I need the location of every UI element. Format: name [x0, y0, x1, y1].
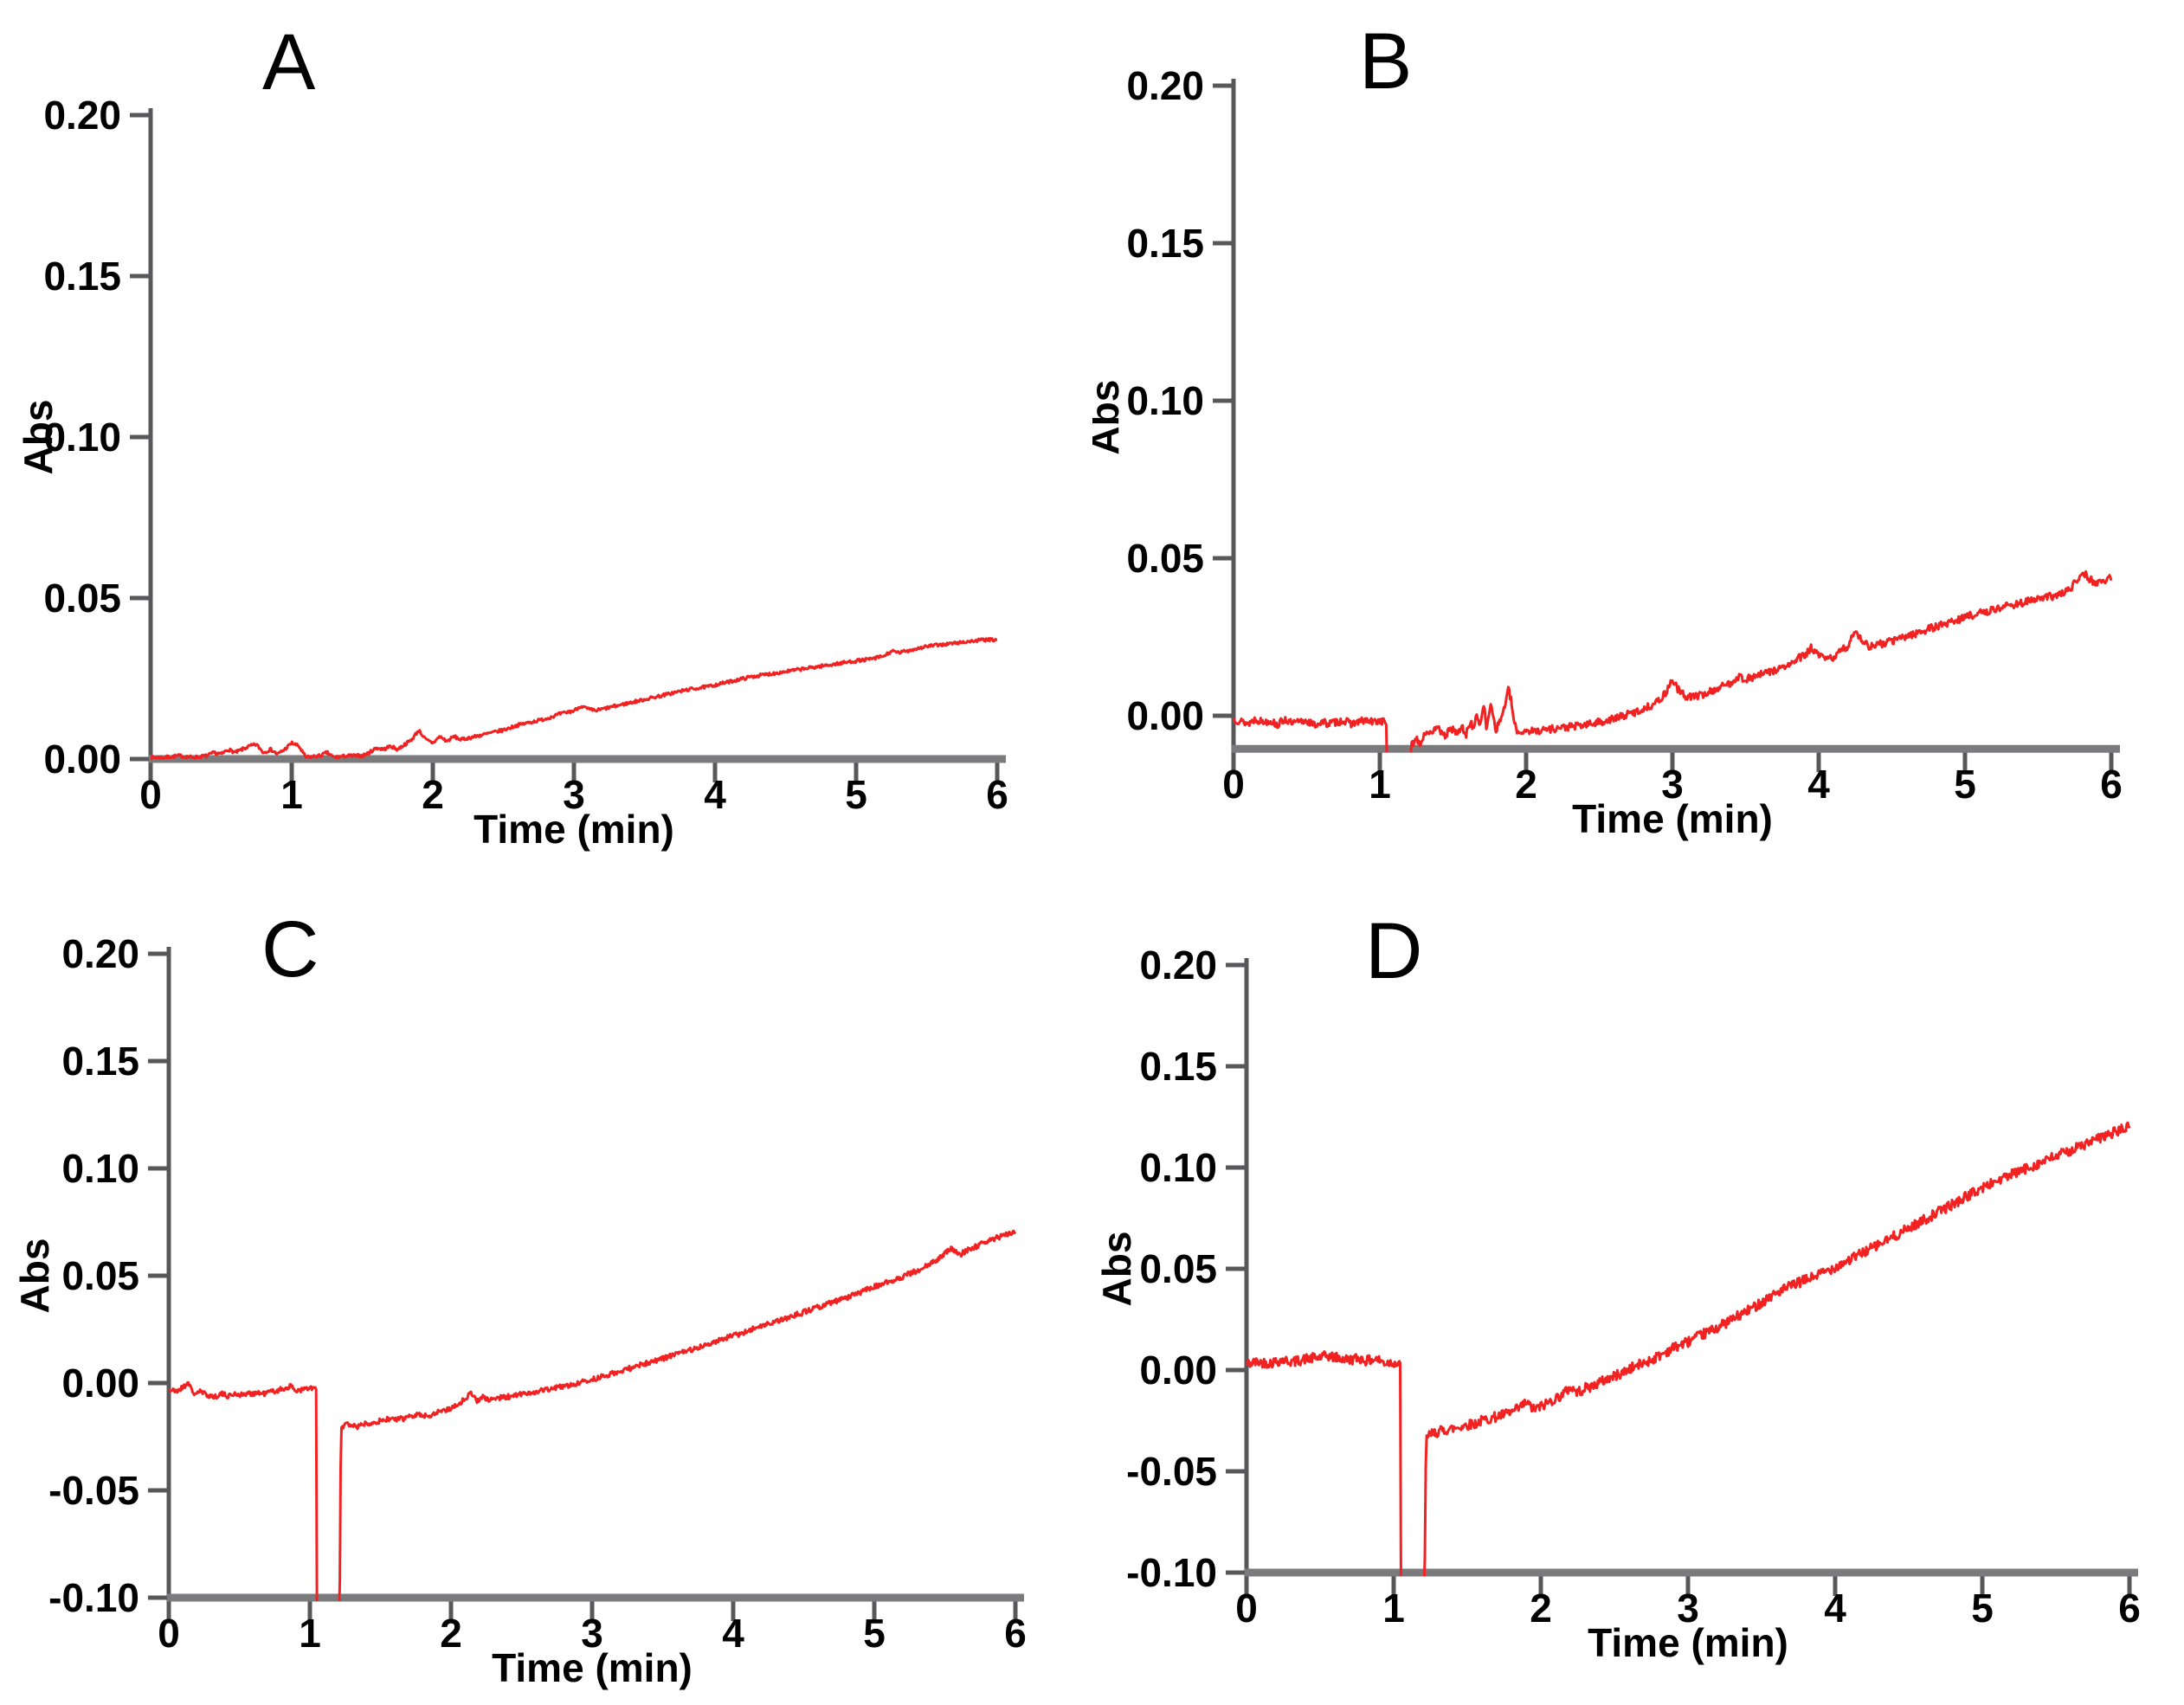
y-tick-label: 0.20 — [1139, 943, 1217, 988]
y-axis-label: Abs — [1092, 380, 1127, 455]
y-tick-label: -0.10 — [48, 1575, 139, 1620]
absorbance-trace — [1245, 1121, 2131, 1576]
panel-C: C -0.10 -0.05 0.00 0.05 0.10 0.15 0.20 0 1 2 3 4 5 6 Ti… — [0, 865, 1092, 1705]
x-axis-label: Time (min) — [492, 1645, 693, 1690]
y-tick-label: 0.05 — [1139, 1246, 1217, 1291]
panel-letter: A — [262, 18, 316, 106]
y-tick-label: 0.15 — [1139, 1044, 1217, 1089]
y-axis-label: Abs — [12, 1239, 57, 1314]
y-tick-label: 0.00 — [1126, 693, 1204, 738]
x-tick-label: 3 — [563, 772, 585, 817]
x-axis-label: Time (min) — [1572, 796, 1773, 841]
x-tick-label: 6 — [1004, 1611, 1027, 1656]
y-tick-label: 0.20 — [61, 931, 139, 976]
x-tick-label: 0 — [158, 1611, 180, 1656]
y-tick-label: 0.20 — [1126, 63, 1204, 108]
x-tick-label: 1 — [1369, 762, 1391, 807]
absorbance-trace — [168, 1229, 1017, 1601]
panel-C-chart: C -0.10 -0.05 0.00 0.05 0.10 0.15 0.20 0 1 2 3 4 5 6 Ti… — [12, 905, 1027, 1690]
x-tick-label: 4 — [1824, 1586, 1846, 1631]
y-axis-label: Abs — [1094, 1232, 1139, 1307]
y-tick-label: 0.20 — [43, 93, 121, 138]
panel-A-chart: A 0.00 0.05 0.10 0.15 0.20 0 1 2 3 4 5 6 Time (min) Ab… — [16, 18, 1008, 852]
y-tick-label: -0.10 — [1126, 1550, 1217, 1595]
x-tick-label: 6 — [986, 772, 1008, 817]
y-tick-label: 0.15 — [61, 1039, 139, 1084]
y-tick-label: 0.10 — [1126, 378, 1204, 423]
y-axis-label: Abs — [16, 400, 61, 475]
x-tick-label: 5 — [1971, 1586, 1994, 1631]
panel-B-chart: B 0.00 0.05 0.10 0.15 0.20 0 1 2 3 4 5 6 Time (min) Ab… — [1092, 17, 2123, 841]
y-tick-label: 0.05 — [43, 576, 121, 621]
panel-D: D -0.10 -0.05 0.00 0.05 0.10 0.15 0.20 0 1 2 3 4 5 6 Ti… — [1092, 865, 2184, 1705]
x-tick-label: 0 — [139, 772, 162, 817]
x-tick-label: 1 — [299, 1611, 321, 1656]
panel-letter: D — [1365, 907, 1422, 995]
x-tick-label: 4 — [722, 1611, 744, 1656]
y-tick-label: -0.05 — [1126, 1449, 1217, 1494]
absorbance-trace — [150, 637, 998, 761]
y-tick-label: 0.10 — [1139, 1145, 1217, 1190]
absorbance-trace — [1232, 569, 2113, 753]
x-tick-label: 2 — [1530, 1586, 1552, 1631]
y-tick-label: 0.00 — [43, 737, 121, 782]
y-tick-label: 0.00 — [1139, 1348, 1217, 1393]
x-tick-label: 3 — [1677, 1586, 1699, 1631]
y-tick-label: 0.10 — [43, 415, 121, 460]
panel-letter: C — [261, 905, 319, 994]
y-tick-label: 0.15 — [43, 254, 121, 299]
x-tick-label: 3 — [581, 1611, 603, 1656]
x-tick-label: 3 — [1661, 762, 1684, 807]
x-tick-label: 5 — [1954, 762, 1976, 807]
x-axis-label: Time (min) — [1588, 1620, 1788, 1665]
y-tick-label: 0.05 — [1126, 536, 1204, 581]
y-tick-label: 0.10 — [61, 1146, 139, 1191]
x-tick-label: 2 — [440, 1611, 462, 1656]
x-tick-label: 5 — [845, 772, 867, 817]
x-tick-label: 0 — [1222, 762, 1245, 807]
panel-letter: B — [1359, 17, 1412, 106]
x-tick-label: 5 — [863, 1611, 886, 1656]
x-tick-label: 2 — [422, 772, 444, 817]
y-tick-label: 0.15 — [1126, 221, 1204, 266]
y-tick-label: 0.00 — [61, 1361, 139, 1406]
panel-D-chart: D -0.10 -0.05 0.00 0.05 0.10 0.15 0.20 0 1 2 3 4 5 6 Ti… — [1094, 907, 2141, 1665]
x-tick-label: 6 — [2100, 762, 2123, 807]
y-tick-label: -0.05 — [48, 1468, 139, 1513]
x-tick-label: 4 — [704, 772, 726, 817]
x-tick-label: 6 — [2118, 1586, 2141, 1631]
y-tick-label: 0.05 — [61, 1253, 139, 1298]
panel-B: B 0.00 0.05 0.10 0.15 0.20 0 1 2 3 4 5 6 Time (min) Ab… — [1092, 0, 2184, 865]
x-tick-label: 2 — [1515, 762, 1537, 807]
x-tick-label: 1 — [1382, 1586, 1405, 1631]
x-tick-label: 1 — [280, 772, 303, 817]
x-tick-label: 0 — [1235, 1586, 1258, 1631]
x-axis-label: Time (min) — [474, 807, 674, 852]
panel-A: A 0.00 0.05 0.10 0.15 0.20 0 1 2 3 4 5 6 Time (min) Ab… — [0, 0, 1092, 865]
x-tick-label: 4 — [1807, 762, 1830, 807]
